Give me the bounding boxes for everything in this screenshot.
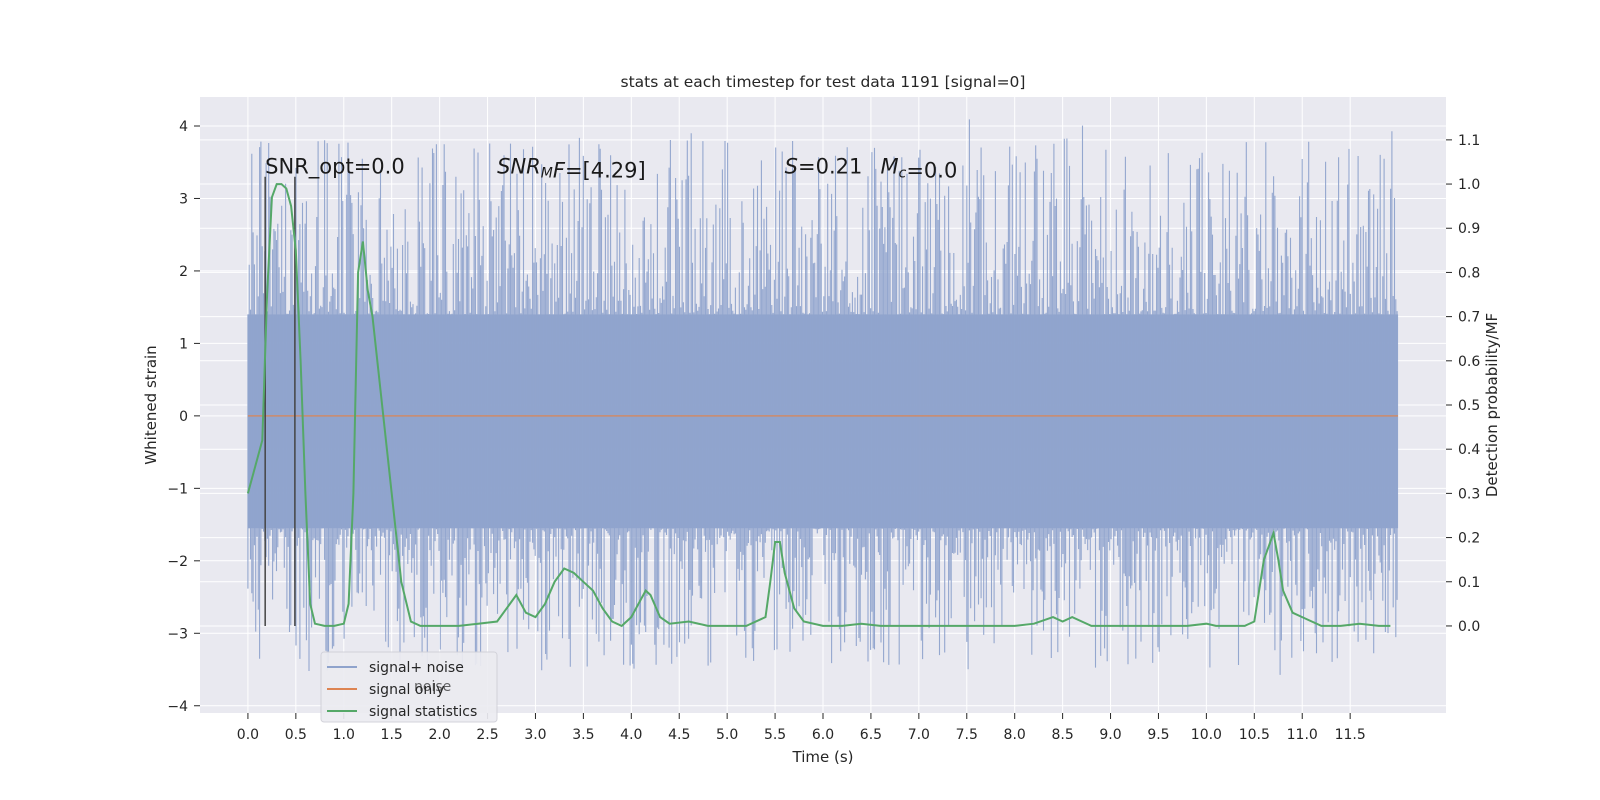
x-tick-label: 11.5 — [1335, 727, 1366, 743]
x-tick-label: 6.0 — [812, 727, 834, 743]
y-tick-label: 1 — [179, 336, 188, 352]
y-tick-label: −3 — [167, 626, 188, 642]
y2-tick-label: 0.0 — [1458, 619, 1480, 635]
x-tick-label: 2.0 — [428, 727, 450, 743]
x-tick-label: 8.5 — [1051, 727, 1073, 743]
x-tick-label: 9.0 — [1099, 727, 1121, 743]
y-tick-label: 4 — [179, 119, 188, 135]
x-tick-label: 11.0 — [1287, 727, 1318, 743]
y2-tick-label: 0.2 — [1458, 531, 1480, 547]
x-tick-label: 0.5 — [285, 727, 307, 743]
x-tick-label: 4.5 — [668, 727, 690, 743]
x-tick-label: 5.5 — [764, 727, 786, 743]
y-tick-label: 2 — [179, 264, 188, 280]
legend-box — [320, 651, 498, 723]
legend-label: signal statistics — [369, 704, 477, 720]
noise-trace — [247, 119, 1398, 675]
series-signal-noise — [247, 119, 1399, 675]
x-tick-label: 6.5 — [860, 727, 882, 743]
y2-tick-label: 1.0 — [1458, 177, 1480, 193]
y2-tick-label: 1.1 — [1458, 133, 1480, 149]
chart-foreground — [246, 176, 1399, 628]
x-tick-label: 8.0 — [1004, 727, 1026, 743]
x-tick-label: 9.5 — [1147, 727, 1169, 743]
y-tick-label: −4 — [167, 699, 188, 715]
annotation-snr-opt: SNR_opt=0.0 — [265, 155, 405, 180]
x-tick-label: 5.0 — [716, 727, 738, 743]
y2-tick-label: 0.7 — [1458, 310, 1480, 326]
chart-title: stats at each timestep for test data 119… — [621, 73, 1026, 91]
x-tick-label: 2.5 — [476, 727, 498, 743]
annotation-snr-mf: SNRMF=[4.29] — [497, 155, 646, 183]
y-tick-label: 0 — [179, 409, 188, 425]
legend-ghost-text: noise — [414, 679, 451, 695]
x-tick-label: 1.0 — [333, 727, 355, 743]
y-tick-label: −2 — [167, 554, 188, 570]
legend: noise signal+ noise signal only signal stat… — [320, 651, 498, 723]
x-tick-label: 10.5 — [1239, 727, 1270, 743]
legend-label: signal only — [369, 682, 444, 698]
y-axis-label: Whitened strain — [142, 345, 160, 464]
y2-tick-label: 0.3 — [1458, 486, 1480, 502]
x-tick-label: 3.5 — [572, 727, 594, 743]
y2-tick-label: 0.4 — [1458, 442, 1480, 458]
annotation-mc-value: Mc=0.0 — [881, 155, 958, 183]
y2-tick-label: 0.9 — [1458, 221, 1480, 237]
y-tick-label: −1 — [167, 481, 188, 497]
annotation-s-value: S=0.21 — [785, 155, 863, 179]
y2-tick-label: 0.8 — [1458, 265, 1480, 281]
y2-tick-label: 0.6 — [1458, 354, 1480, 370]
y2-tick-label: 0.1 — [1458, 575, 1480, 591]
x-tick-label: 4.0 — [620, 727, 642, 743]
legend-label: signal+ noise — [369, 660, 464, 676]
x-tick-label: 7.5 — [956, 727, 978, 743]
x-tick-label: 0.0 — [237, 727, 259, 743]
y2-tick-label: 0.5 — [1458, 398, 1480, 414]
axes: 0.0 0.5 1.0 1.5 2.0 2.5 3.0 3.5 4.0 4.5 5.0 5.5 6.0 6… — [167, 119, 1480, 743]
x-tick-label: 3.0 — [524, 727, 546, 743]
series-signal-statistics — [246, 183, 1391, 628]
y-tick-label: 3 — [179, 191, 188, 207]
x-tick-label: 7.0 — [908, 727, 930, 743]
x-axis-label: Time (s) — [792, 748, 854, 766]
x-tick-label: 1.5 — [381, 727, 403, 743]
annotations: SNR_opt=0.0 SNRMF=[4.29] S=0.21 Mc=0.0 — [265, 155, 957, 183]
x-tick-label: 10.0 — [1191, 727, 1222, 743]
y2-axis-label: Detection probability/MF — [1483, 313, 1501, 497]
